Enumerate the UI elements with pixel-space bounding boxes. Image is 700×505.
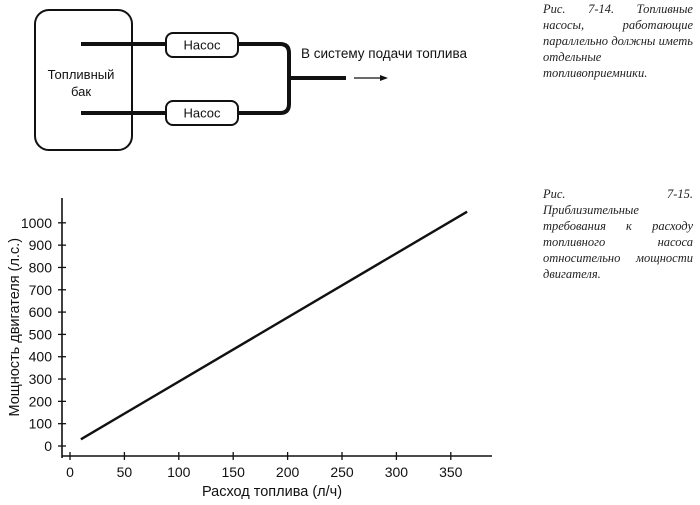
discharge-line-bottom — [238, 78, 291, 115]
y-tick-label: 800 — [29, 259, 53, 275]
flow-arrow-icon — [380, 75, 388, 81]
y-tick-label: 900 — [29, 237, 53, 253]
discharge-line-top — [238, 42, 291, 78]
pump-bottom-label: Насос — [184, 106, 221, 121]
outlet-label: В систему подачи топлива — [301, 46, 467, 61]
y-tick-label: 700 — [29, 282, 53, 298]
y-tick-label: 0 — [44, 438, 52, 454]
y-tick-label: 600 — [29, 304, 53, 320]
x-axis-title: Расход топлива (л/ч) — [202, 484, 342, 500]
x-tick-label: 150 — [222, 464, 246, 480]
fuel-tank-label-line1: Топливный — [48, 67, 115, 82]
x-tick-label: 100 — [167, 464, 191, 480]
figure-7-15-caption: Рис. 7-15. Приблизительные требования к … — [543, 187, 693, 281]
pump-top-label: Насос — [184, 38, 221, 53]
x-tick-label: 300 — [385, 464, 409, 480]
x-tick-label: 350 — [439, 464, 463, 480]
fuel-system-diagram: Топливный бак Насос Насос В систему пода… — [34, 9, 467, 151]
fuel-tank-label-line2: бак — [71, 84, 91, 99]
y-axis-title: Мощность двигателя (л.с.) — [7, 238, 23, 417]
y-tick-label: 400 — [29, 349, 53, 365]
y-tick-label: 1000 — [21, 215, 52, 231]
y-tick-label: 300 — [29, 371, 53, 387]
y-tick-label: 200 — [29, 393, 53, 409]
x-tick-label: 50 — [117, 464, 133, 480]
y-tick-label: 500 — [29, 326, 53, 342]
x-tick-label: 250 — [330, 464, 354, 480]
fuel-tank — [34, 9, 133, 151]
series-line — [80, 210, 468, 441]
pump-flow-chart: Мощность двигателя (л.с.) Расход топлива… — [7, 198, 492, 500]
x-tick-label: 200 — [276, 464, 300, 480]
figure-7-14-caption: Рис. 7-14. Топливные насосы, работающие … — [543, 2, 693, 80]
x-tick-label: 0 — [66, 464, 74, 480]
y-tick-label: 100 — [29, 416, 53, 432]
